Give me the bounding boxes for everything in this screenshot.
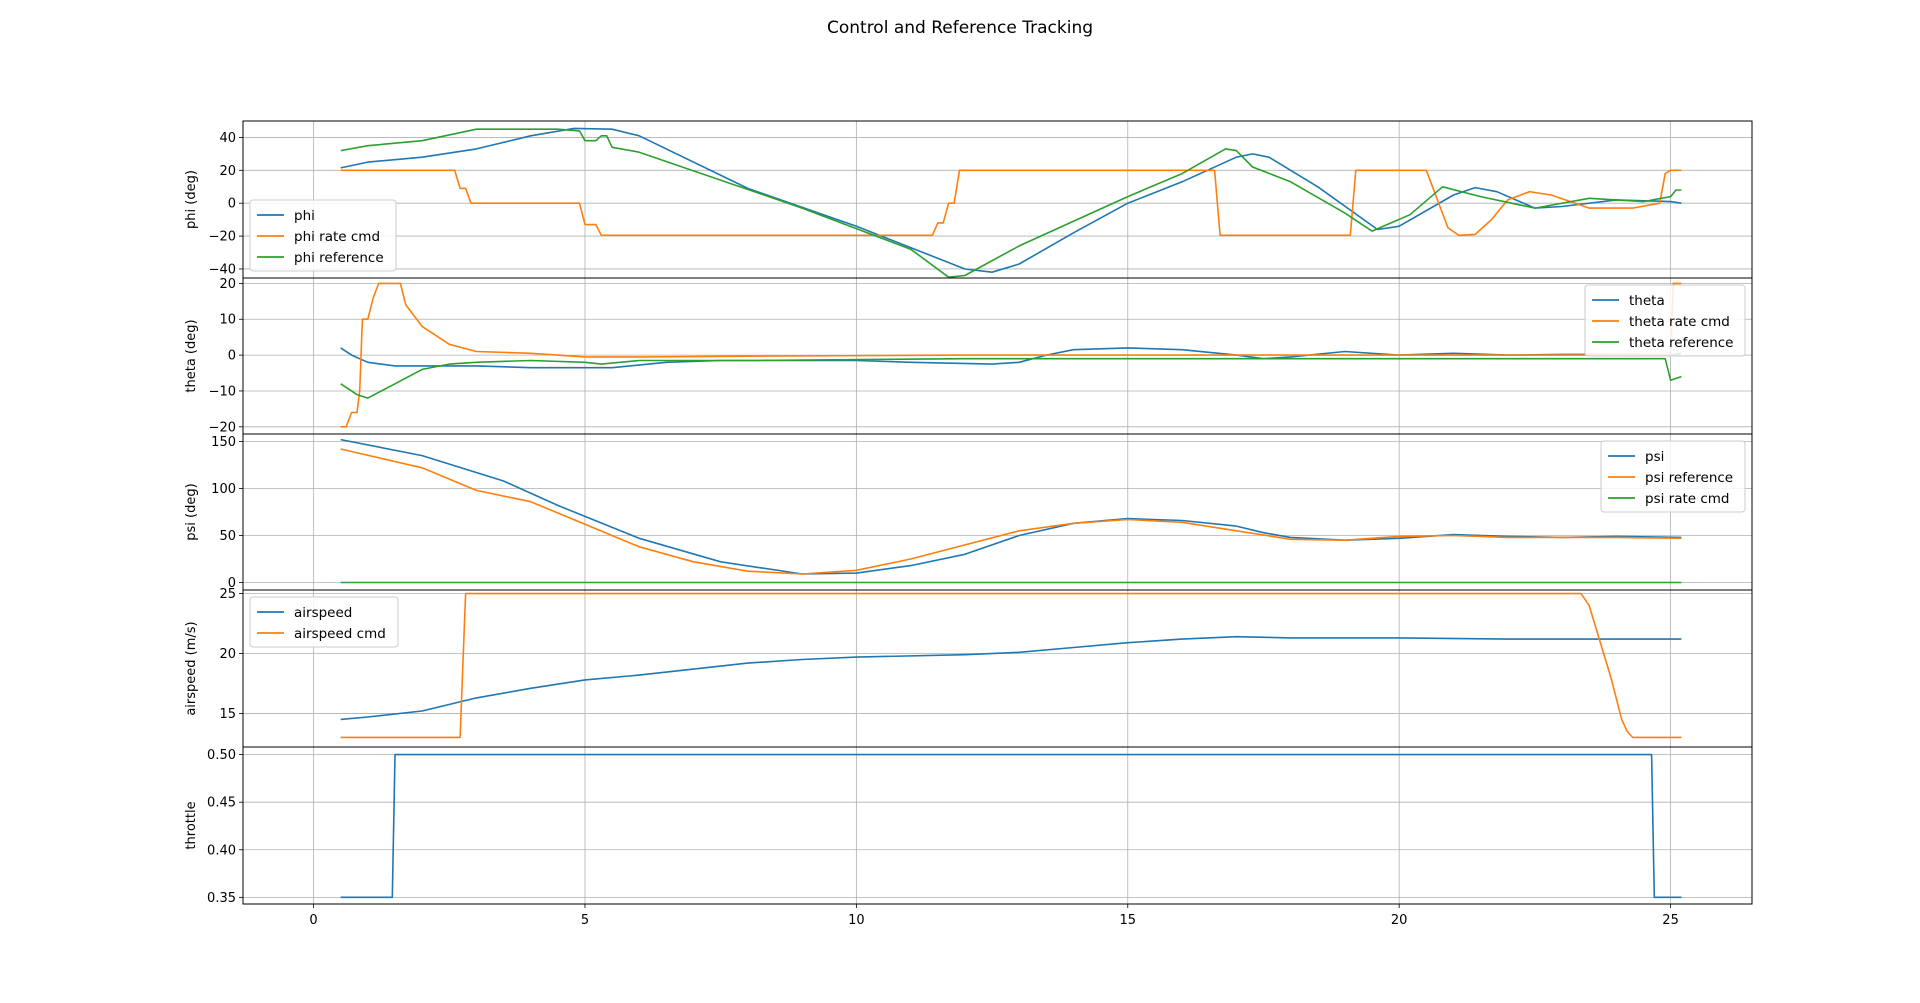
y-tick-label: −40	[209, 262, 236, 277]
legend: psi psi reference psi rate cmd	[1600, 440, 1746, 513]
y-tick-label: 25	[219, 587, 236, 602]
y-axis-label: phi (deg)	[184, 170, 199, 229]
y-tick-label: 20	[219, 277, 236, 292]
legend-label: psi	[1645, 449, 1664, 465]
series-line-theta	[340, 347, 1682, 369]
legend-box	[249, 199, 397, 272]
y-axis-label: airspeed (m/s)	[184, 621, 199, 715]
y-axis-label: throttle	[184, 801, 199, 849]
legend-box	[1584, 284, 1746, 357]
legend-label: phi reference	[294, 250, 384, 266]
y-tick-label: 0.50	[207, 748, 236, 763]
y-tick-label: 0	[228, 576, 236, 591]
series-line-psi-reference	[340, 448, 1682, 575]
y-tick-label: 15	[219, 707, 236, 722]
y-tick-label: 20	[219, 164, 236, 179]
y-tick-label: 50	[219, 529, 236, 544]
axes-frame	[242, 277, 1753, 435]
legend-label: theta	[1629, 293, 1665, 309]
subplot-4: 15 20 25 airspeed (m/s) airspeed airspeed cmd	[184, 587, 1753, 748]
legend-box	[249, 596, 399, 648]
legend-label: theta rate cmd	[1629, 314, 1730, 330]
y-tick-label: −20	[209, 230, 236, 245]
series-line-airspeed-cmd	[340, 592, 1682, 739]
y-tick-label: 0	[228, 197, 236, 212]
legend: airspeed airspeed cmd	[249, 596, 399, 648]
x-axis: 0 5 10 15 20 25	[309, 904, 1679, 928]
series-line-theta-reference	[340, 357, 1682, 399]
y-tick-label: 0.40	[207, 843, 236, 858]
x-tick-label: 25	[1662, 913, 1679, 928]
subplot-3: 0 50 100 150 psi (deg) psi psi reference psi ra…	[184, 433, 1753, 591]
subplot-1: −40 −20 0 20 40 phi (deg) phi phi rate cmd phi r…	[184, 120, 1753, 279]
legend-label: theta reference	[1629, 335, 1733, 351]
y-axis-label: theta (deg)	[184, 319, 199, 392]
y-tick-label: 10	[219, 313, 236, 328]
axes-frame	[242, 433, 1753, 591]
x-tick-label: 20	[1391, 913, 1408, 928]
legend-label: phi	[294, 208, 315, 224]
legend-box	[1600, 440, 1746, 513]
x-tick-label: 15	[1120, 913, 1137, 928]
legend-label: psi rate cmd	[1645, 491, 1730, 507]
x-tick-label: 10	[848, 913, 865, 928]
chart-title: Control and Reference Tracking	[827, 18, 1093, 38]
y-tick-label: −10	[209, 384, 236, 399]
y-tick-label: 150	[211, 435, 236, 450]
y-tick-label: 0	[228, 349, 236, 364]
series-line-airspeed	[340, 635, 1682, 721]
y-tick-label: 100	[211, 482, 236, 497]
legend: theta theta rate cmd theta reference	[1584, 284, 1746, 357]
subplot-2: −20 −10 0 10 20 theta (deg) theta theta rate cm…	[184, 277, 1753, 435]
legend-label: psi reference	[1645, 470, 1733, 486]
series-line-phi-reference	[340, 128, 1682, 278]
legend-label: airspeed	[294, 605, 352, 621]
series-line-theta-rate-cmd	[340, 282, 1682, 428]
legend-label: phi rate cmd	[294, 229, 380, 245]
y-axis-label: psi (deg)	[184, 483, 199, 540]
series-line-phi-rate-cmd	[340, 169, 1682, 237]
y-tick-label: 0.45	[207, 796, 236, 811]
axes-frame	[242, 746, 1753, 905]
y-tick-label: 0.35	[207, 891, 236, 906]
axes-frame	[242, 589, 1753, 748]
x-tick-label: 0	[309, 913, 317, 928]
legend-label: airspeed cmd	[294, 626, 386, 642]
subplot-5: 0.35 0.40 0.45 0.50 throttle	[184, 746, 1753, 906]
y-tick-label: 40	[219, 131, 236, 146]
series-line-throttle	[340, 753, 1682, 899]
subplots: −40 −20 0 20 40 phi (deg) phi phi rate cmd phi r…	[184, 120, 1753, 906]
y-tick-label: 20	[219, 647, 236, 662]
y-tick-label: −20	[209, 420, 236, 435]
legend: phi phi rate cmd phi reference	[249, 199, 397, 272]
x-tick-label: 5	[581, 913, 589, 928]
